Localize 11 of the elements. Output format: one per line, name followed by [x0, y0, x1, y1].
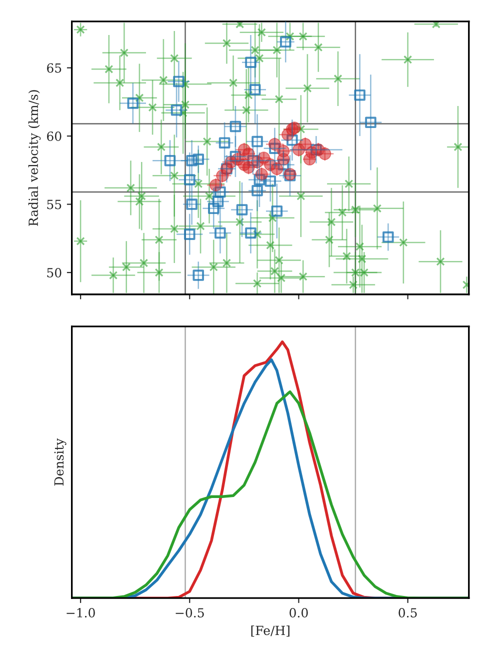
- y-tick-label: 60: [47, 132, 62, 141]
- y-axis-title: Density: [54, 438, 66, 486]
- x-tick-label: −0.5: [176, 608, 204, 618]
- y-axis-title: Radial velocity (km/s): [28, 90, 41, 226]
- x-tick-label: 0.0: [290, 608, 308, 618]
- y-tick-label: 55: [47, 200, 62, 210]
- y-tick-label: 65: [47, 63, 62, 73]
- y-tick-label: 50: [47, 268, 62, 278]
- x-tick-label: −1.0: [66, 608, 95, 618]
- x-axis-title: [Fe/H]: [251, 625, 290, 637]
- x-tick-label: 0.5: [398, 608, 417, 618]
